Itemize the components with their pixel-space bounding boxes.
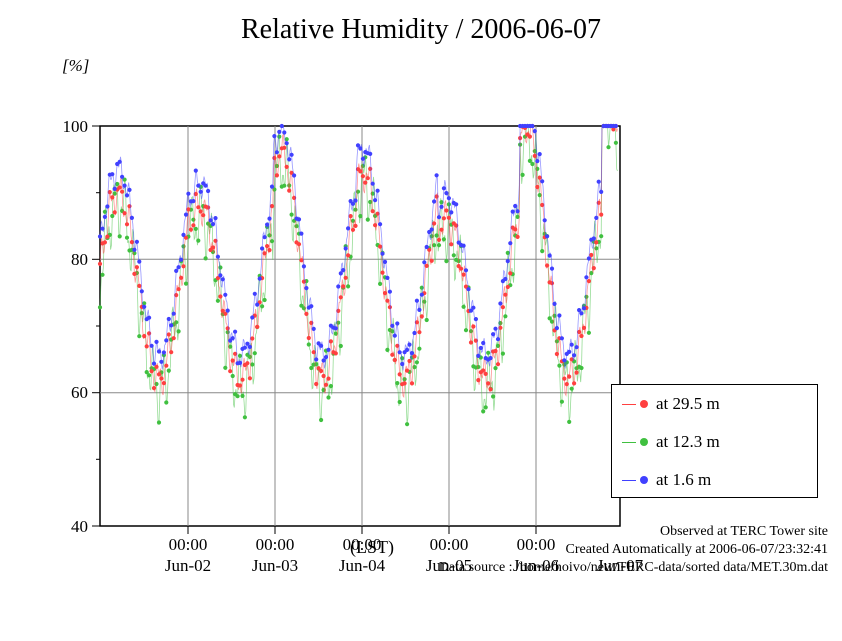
chart-title: Relative Humidity / 2006-06-07 (0, 14, 842, 46)
series-1-6m-line (98, 124, 617, 370)
legend-label-1: at 12.3 m (656, 432, 720, 452)
legend-label-2: at 1.6 m (656, 470, 711, 490)
series-29-5m-line (98, 124, 617, 397)
xdate-label-0: Jun-02 (165, 556, 211, 575)
legend-line-2 (622, 480, 636, 481)
x-axis-label: (LST) (350, 537, 394, 558)
legend-dot-1 (640, 438, 648, 446)
xtime-label-1: 00:00 (256, 535, 295, 554)
footer-created-at: Created Automatically at 2006-06-07/23:3… (566, 542, 828, 558)
ytick-label-40: 40 (71, 517, 88, 536)
chart-area: Relative Humidity / 2006-06-07 [%] 100 8… (0, 0, 842, 595)
legend-dot-0 (640, 400, 648, 408)
legend-box: at 29.5 m at 12.3 m at 1.6 m (611, 384, 818, 498)
xdate-label-1: Jun-03 (252, 556, 298, 575)
ytick-label-60: 60 (71, 383, 88, 402)
ytick-label-80: 80 (71, 250, 88, 269)
ytick-label-100: 100 (63, 117, 89, 136)
xtime-label-3: 00:00 (430, 535, 469, 554)
legend-entry-0: at 29.5 m (612, 385, 817, 423)
legend-entry-2: at 1.6 m (612, 461, 817, 499)
footer-data-source: Data source : /home/hoivo/new/TERC-data/… (439, 560, 828, 576)
xtime-label-4: 00:00 (517, 535, 556, 554)
legend-dot-2 (640, 476, 648, 484)
footer-observed-at: Observed at TERC Tower site (660, 524, 828, 540)
legend-line-0 (622, 404, 636, 405)
xtime-label-0: 00:00 (169, 535, 208, 554)
plot-border (100, 126, 620, 526)
legend-line-1 (622, 442, 636, 443)
legend-entry-1: at 12.3 m (612, 423, 817, 461)
legend-label-0: at 29.5 m (656, 394, 720, 414)
xdate-label-2: Jun-04 (339, 556, 386, 575)
y-axis-unit-label: [%] (62, 56, 89, 76)
